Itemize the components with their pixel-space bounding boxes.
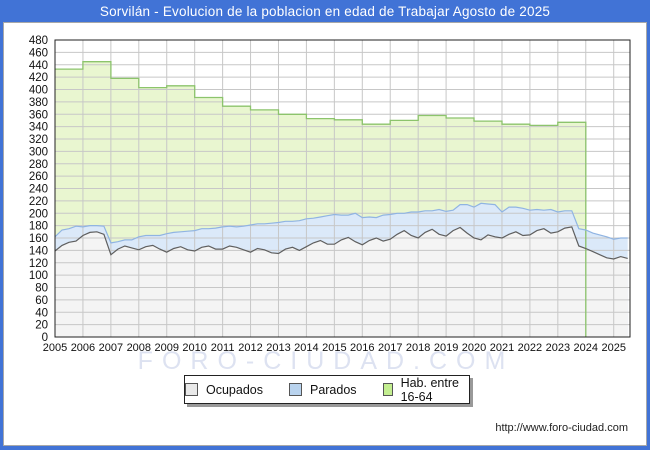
page-title: Sorvilán - Evolucion de la poblacion en … (99, 3, 551, 19)
svg-text:2018: 2018 (406, 342, 430, 354)
svg-text:2006: 2006 (71, 342, 95, 354)
svg-text:460: 460 (29, 47, 48, 59)
svg-text:2014: 2014 (294, 342, 318, 354)
svg-text:300: 300 (29, 146, 48, 158)
svg-text:180: 180 (29, 221, 48, 233)
svg-text:2010: 2010 (182, 342, 206, 354)
svg-text:2011: 2011 (211, 342, 235, 354)
svg-text:260: 260 (29, 171, 48, 183)
chart-content-area: FORO-CIUDAD.COM 0 20 40 60 80 100 120 140 160 180… (3, 22, 647, 446)
svg-text:2022: 2022 (518, 342, 542, 354)
svg-text:2009: 2009 (155, 342, 179, 354)
svg-text:100: 100 (29, 270, 48, 282)
svg-text:2020: 2020 (462, 342, 486, 354)
ocupados-swatch-icon (185, 383, 198, 396)
svg-text:360: 360 (29, 109, 48, 121)
footer-url: http://www.foro-ciudad.com (495, 422, 628, 434)
legend-label: Hab. entre 16-64 (400, 375, 459, 404)
parados-swatch-icon (288, 383, 302, 396)
svg-text:2013: 2013 (266, 342, 290, 354)
svg-text:2005: 2005 (43, 342, 67, 354)
svg-text:420: 420 (29, 72, 48, 84)
svg-text:2017: 2017 (378, 342, 402, 354)
svg-text:220: 220 (29, 196, 48, 208)
legend-item-hab-16-64: Hab. entre 16-64 (382, 375, 469, 404)
svg-text:240: 240 (29, 184, 48, 196)
svg-text:2016: 2016 (350, 342, 374, 354)
svg-text:320: 320 (29, 134, 48, 146)
svg-text:2025: 2025 (601, 342, 625, 354)
svg-text:60: 60 (35, 295, 48, 307)
title-bar: Sorvilán - Evolucion de la poblacion en … (0, 0, 650, 22)
svg-text:400: 400 (29, 85, 48, 97)
svg-text:0: 0 (42, 332, 48, 344)
svg-text:280: 280 (29, 159, 48, 171)
svg-text:440: 440 (29, 60, 48, 72)
svg-text:2015: 2015 (322, 342, 346, 354)
svg-text:20: 20 (35, 320, 48, 332)
svg-text:480: 480 (29, 35, 48, 47)
svg-text:120: 120 (29, 258, 48, 270)
svg-text:2024: 2024 (574, 342, 598, 354)
svg-text:2012: 2012 (238, 342, 262, 354)
svg-text:140: 140 (29, 245, 48, 257)
svg-text:2023: 2023 (546, 342, 570, 354)
svg-text:40: 40 (35, 307, 48, 319)
svg-text:2007: 2007 (99, 342, 123, 354)
svg-text:340: 340 (29, 122, 48, 134)
svg-text:2008: 2008 (127, 342, 151, 354)
legend-label: Ocupados (206, 382, 263, 397)
svg-text:200: 200 (29, 208, 48, 220)
svg-text:160: 160 (29, 233, 48, 245)
watermark-text: FORO-CIUDAD.COM (137, 347, 515, 375)
legend-label: Parados (309, 382, 357, 397)
legend-item-parados: Parados (288, 382, 357, 397)
svg-text:380: 380 (29, 97, 48, 109)
legend: Ocupados Parados Hab. entre 16-64 (184, 375, 470, 404)
legend-item-ocupados: Ocupados (185, 383, 263, 397)
svg-text:2021: 2021 (490, 342, 514, 354)
hab-16-64-swatch-icon (382, 383, 393, 396)
svg-text:2019: 2019 (434, 342, 458, 354)
svg-text:80: 80 (35, 283, 48, 295)
